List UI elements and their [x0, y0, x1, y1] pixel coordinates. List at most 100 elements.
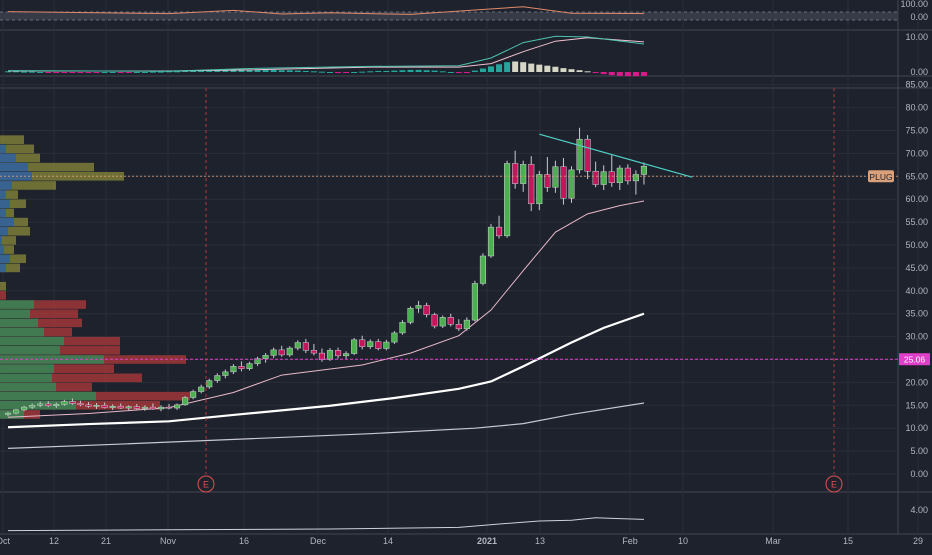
- candle-body: [117, 405, 124, 409]
- candle-body: [93, 405, 100, 407]
- candle-body: [447, 317, 454, 325]
- macd-histogram-bar: [109, 72, 116, 73]
- candle-body: [504, 163, 511, 237]
- time-axis-label: 16: [239, 536, 249, 546]
- candle-body: [335, 350, 342, 357]
- candle-body: [624, 167, 631, 182]
- candle-body: [238, 366, 245, 369]
- candle-body: [576, 138, 583, 171]
- macd-histogram-bar: [133, 72, 140, 73]
- candle-body: [415, 305, 422, 309]
- macd-histogram-bar: [463, 72, 470, 73]
- macd-histogram-bar: [335, 72, 342, 73]
- volume-profile-up: [0, 336, 64, 346]
- candle-body: [222, 371, 229, 376]
- volume-profile-up: [0, 190, 6, 199]
- time-axis-label: 15: [843, 536, 853, 546]
- candle-body: [463, 319, 470, 330]
- earnings-marker[interactable]: [825, 475, 843, 493]
- sma-long-line: [7, 402, 645, 449]
- volume-profile-up: [0, 245, 4, 254]
- candle-body: [101, 405, 108, 408]
- macd-histogram-bar: [568, 69, 575, 72]
- volume-profile-down: [0, 281, 6, 291]
- macd-histogram-bar: [600, 72, 607, 75]
- volume-profile-up: [0, 364, 54, 373]
- lower-indicator-line: [7, 517, 644, 532]
- macd-histogram-bar: [222, 69, 229, 72]
- candle-body: [69, 401, 76, 404]
- price-axis-label: 80.00: [905, 103, 928, 113]
- macd-histogram-bar: [528, 63, 535, 72]
- volume-profile-down: [0, 309, 78, 318]
- macd-histogram-bar: [608, 72, 615, 76]
- price-axis-label: 50.00: [905, 240, 928, 250]
- earnings-marker-label: E: [831, 480, 837, 490]
- macd-histogram-bar: [318, 71, 325, 73]
- earnings-marker[interactable]: [197, 475, 215, 493]
- volume-profile-down: [0, 291, 6, 300]
- macd-histogram-bar: [246, 69, 253, 72]
- trendline[interactable]: [539, 133, 693, 178]
- candle-body: [246, 363, 253, 369]
- macd-histogram-bar: [520, 62, 527, 72]
- price-axis-label: 35.00: [905, 309, 928, 319]
- macd-histogram-bar: [359, 71, 366, 73]
- volume-profile-down: [0, 181, 56, 190]
- price-axis-label: 10.00: [905, 423, 928, 433]
- macd-histogram-bar: [536, 64, 543, 72]
- macd-histogram-bar: [512, 61, 519, 72]
- candle-body: [407, 307, 414, 323]
- candle-body: [640, 165, 648, 175]
- candle-body: [133, 406, 140, 409]
- candle-body: [487, 226, 495, 257]
- candle-body: [206, 380, 213, 388]
- candle-body: [318, 352, 325, 360]
- macd-histogram-bar: [399, 70, 406, 72]
- time-axis-label: 12: [49, 536, 59, 546]
- candle-body: [174, 404, 181, 409]
- candle-body: [544, 174, 551, 188]
- symbol-badge[interactable]: [868, 170, 894, 183]
- volume-profile-down: [0, 263, 20, 273]
- candle-body: [423, 305, 430, 315]
- candle-body: [141, 406, 148, 409]
- macd-histogram-bar: [471, 70, 478, 72]
- macd-histogram-bar: [13, 71, 20, 73]
- candle-body: [165, 406, 173, 409]
- macd-histogram-bar: [552, 66, 559, 72]
- macd-histogram-bar: [640, 72, 647, 76]
- time-axis-label: Oct: [0, 536, 10, 546]
- candle-body: [552, 166, 559, 188]
- candle-body: [616, 167, 623, 183]
- macd-histogram-bar: [383, 70, 390, 72]
- symbol-label: PLUG: [869, 172, 892, 182]
- candle-body: [254, 358, 261, 364]
- macd-histogram-bar: [632, 72, 639, 77]
- time-axis-label: Dec: [310, 536, 327, 546]
- macd-histogram-bar: [77, 72, 84, 73]
- volume-profile-up: [0, 346, 60, 355]
- candle-body: [520, 164, 527, 184]
- macd-histogram-bar: [29, 71, 36, 73]
- price-axis-label: 85.00: [905, 80, 928, 90]
- price-axis-label: 75.00: [905, 126, 928, 136]
- candle-body: [109, 405, 116, 408]
- macd-histogram-bar: [560, 68, 567, 72]
- candle-body: [512, 163, 519, 184]
- macd-histogram-bar: [254, 69, 261, 72]
- volume-profile-up: [0, 309, 30, 318]
- candle-body: [568, 169, 575, 199]
- level-price-badge[interactable]: [899, 353, 930, 366]
- volume-profile-up: [0, 373, 52, 383]
- candle-body: [536, 174, 543, 205]
- candle-body: [198, 386, 205, 392]
- time-axis-label: Nov: [160, 536, 177, 546]
- candle-body: [278, 349, 285, 356]
- price-axis-label: 30.00: [905, 332, 928, 342]
- time-axis-label: 14: [383, 536, 393, 546]
- candle-body: [190, 391, 197, 398]
- candle-body: [343, 353, 350, 357]
- volume-profile-down: [0, 190, 18, 199]
